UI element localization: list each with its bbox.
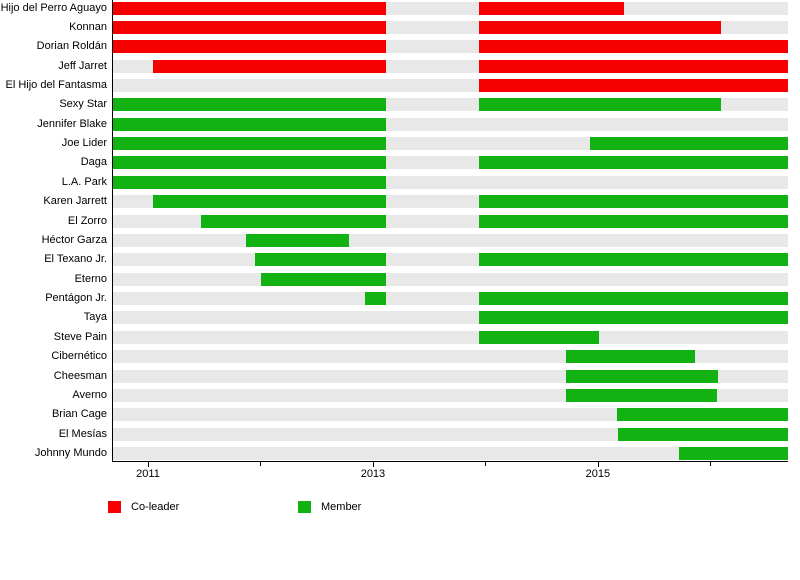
- axis-tick-label: 2013: [360, 468, 386, 480]
- axis-tick-label: 2015: [585, 468, 611, 480]
- row-label: El Mesías: [58, 428, 107, 440]
- row-label: Cibernético: [51, 350, 107, 362]
- timeline-bar-member: [679, 447, 788, 460]
- timeline-bar-member: [364, 292, 386, 305]
- row-label: Konnan: [69, 21, 107, 33]
- timeline-bar-member: [479, 311, 788, 324]
- timeline-bar-member: [479, 156, 788, 169]
- row-label: Eterno: [74, 273, 107, 285]
- row-label: Steve Pain: [53, 331, 107, 343]
- timeline-bar-member: [261, 273, 386, 286]
- co-leader-swatch: [108, 501, 121, 513]
- row-label: Sexy Star: [59, 98, 107, 110]
- timeline-bar-member: [113, 118, 386, 131]
- timeline-bar-member: [479, 215, 788, 228]
- row-label: Averno: [72, 389, 107, 401]
- row-label: Jennifer Blake: [37, 118, 107, 130]
- row-track: [113, 273, 788, 286]
- timeline-bar-member: [479, 292, 788, 305]
- row-label: Dorian Roldán: [36, 40, 107, 52]
- row-track: [113, 447, 788, 460]
- timeline-bar-member: [113, 137, 386, 150]
- timeline-bar-member: [113, 98, 386, 111]
- timeline-bar-co-leader: [479, 79, 788, 92]
- timeline-bar-member: [479, 331, 600, 344]
- row-label: El Hijo del Fantasma: [5, 79, 108, 91]
- row-label: L.A. Park: [61, 176, 107, 188]
- plot-area: [112, 0, 788, 462]
- timeline-bar-co-leader: [113, 21, 386, 34]
- row-label: El Texano Jr.: [44, 253, 107, 265]
- member-swatch: [298, 501, 311, 513]
- row-label: Johnny Mundo: [34, 447, 107, 459]
- axis-tick-minor: [485, 462, 487, 466]
- row-label: Jeff Jarret: [58, 60, 107, 72]
- row-label: Pentágon Jr.: [45, 292, 107, 304]
- timeline-bar-member: [617, 408, 788, 421]
- axis-tick-label: 2011: [136, 468, 160, 480]
- timeline-bar-member: [565, 389, 718, 402]
- row-label: Karen Jarrett: [43, 195, 107, 207]
- timeline-bar-member: [479, 253, 788, 266]
- co-leader-legend-label: Co-leader: [131, 501, 180, 513]
- row-track: [113, 234, 788, 247]
- axis-tick-minor: [260, 462, 262, 466]
- member-legend-label: Member: [321, 501, 362, 513]
- timeline-bar-member: [113, 156, 386, 169]
- timeline-bar-member: [113, 176, 386, 189]
- x-axis-tick-labels: 2011 2013 2015: [112, 468, 788, 482]
- row-label: Taya: [83, 311, 107, 323]
- axis-tick-major: [147, 462, 149, 467]
- legend: Co-leader Member: [0, 501, 800, 517]
- timeline-bar-member: [590, 137, 788, 150]
- timeline-bar-member: [200, 215, 386, 228]
- row-label: Daga: [80, 156, 107, 168]
- row-track: [113, 331, 788, 344]
- timeline-bar-member: [618, 428, 788, 441]
- row-labels: Hijo del Perro Aguayo Konnan Dorian Roldán…: [0, 0, 107, 462]
- row-label: Joe Lider: [61, 137, 107, 149]
- x-axis-ticks: [112, 462, 788, 470]
- row-label: Héctor Garza: [41, 234, 107, 246]
- row-label: Cheesman: [53, 370, 107, 382]
- timeline-bar-co-leader: [479, 40, 788, 53]
- axis-tick-minor: [710, 462, 712, 466]
- timeline-bar-co-leader: [479, 2, 624, 15]
- timeline-bar-member: [245, 234, 349, 247]
- timeline-bar-co-leader: [153, 60, 386, 73]
- legend-item-co-leader: Co-leader: [108, 501, 179, 513]
- timeline-bar-co-leader: [479, 21, 721, 34]
- timeline-bar-member: [565, 350, 695, 363]
- row-label: Brian Cage: [51, 408, 107, 420]
- axis-tick-major: [372, 462, 374, 467]
- timeline-bar-member: [479, 195, 788, 208]
- timeline-bar-member: [254, 253, 386, 266]
- timeline-bar-co-leader: [113, 2, 386, 15]
- timeline-bar-member: [479, 98, 721, 111]
- axis-tick-major: [597, 462, 599, 467]
- timeline-bar-co-leader: [113, 40, 386, 53]
- legend-item-member: Member: [298, 501, 361, 513]
- row-label: Hijo del Perro Aguayo: [0, 2, 107, 14]
- row-label: El Zorro: [67, 215, 107, 227]
- timeline-bar-member: [153, 195, 386, 208]
- timeline-bar-co-leader: [479, 60, 788, 73]
- timeline-bar-member: [565, 370, 719, 383]
